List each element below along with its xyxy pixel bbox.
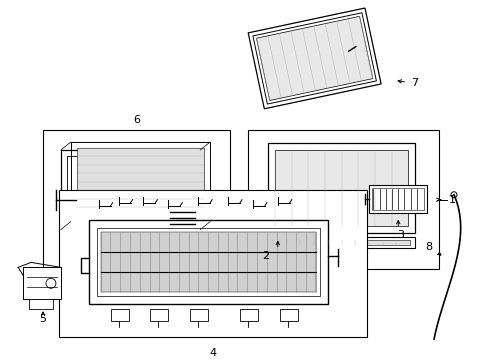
Bar — [61, 150, 200, 230]
Bar — [272, 239, 409, 246]
Circle shape — [46, 278, 56, 288]
Circle shape — [275, 253, 279, 257]
Bar — [110, 309, 128, 321]
Bar — [190, 309, 208, 321]
Bar — [29, 299, 53, 309]
Bar — [279, 309, 297, 321]
Bar — [240, 309, 257, 321]
Text: 6: 6 — [133, 115, 140, 125]
Bar — [43, 130, 229, 269]
Text: 7: 7 — [410, 78, 417, 88]
Bar — [247, 130, 438, 269]
Bar — [59, 190, 366, 337]
Text: 3: 3 — [396, 230, 403, 239]
Bar — [274, 150, 407, 226]
Bar — [97, 228, 319, 296]
Bar — [101, 231, 315, 292]
Bar — [67, 156, 194, 224]
Bar — [368, 185, 426, 213]
Bar — [71, 142, 210, 222]
Bar — [150, 309, 168, 321]
Bar — [267, 143, 414, 233]
Text: 2: 2 — [262, 251, 269, 261]
Circle shape — [272, 251, 282, 260]
Circle shape — [294, 256, 297, 259]
Bar — [23, 267, 61, 299]
Bar — [77, 148, 204, 216]
Circle shape — [103, 226, 118, 239]
Text: 1: 1 — [447, 195, 454, 205]
Bar — [267, 237, 414, 248]
Polygon shape — [252, 13, 376, 104]
Text: 8: 8 — [425, 243, 432, 252]
Polygon shape — [248, 8, 380, 109]
Circle shape — [450, 192, 456, 198]
Polygon shape — [256, 16, 372, 100]
Circle shape — [291, 253, 299, 261]
Text: 5: 5 — [40, 314, 46, 324]
Bar — [89, 220, 327, 304]
Text: 4: 4 — [209, 348, 216, 358]
Bar — [371, 188, 423, 210]
Circle shape — [107, 230, 113, 235]
